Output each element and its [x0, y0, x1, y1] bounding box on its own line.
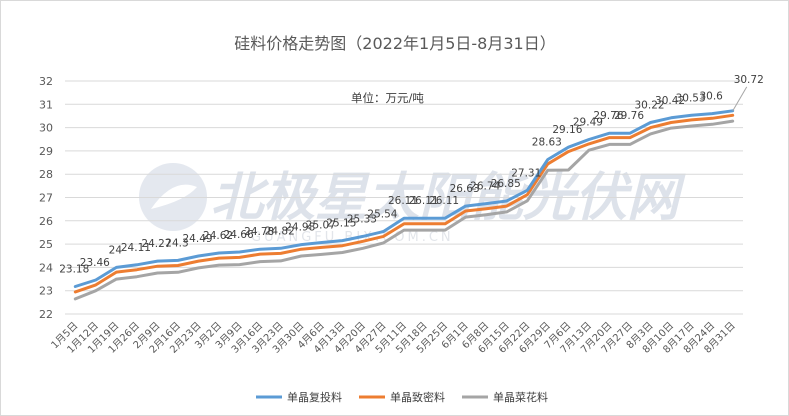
data-label: 23.46	[80, 257, 110, 269]
data-label: 26.11	[388, 195, 418, 207]
legend: 单晶复投料 单晶致密料 单晶菜花料	[256, 390, 548, 404]
y-tick-label: 25	[39, 238, 53, 251]
data-label: 29.16	[552, 124, 582, 136]
data-label: 24.62	[203, 230, 233, 242]
data-label: 24.98	[285, 222, 315, 234]
data-label: 30.6	[699, 91, 723, 103]
y-tick-label: 30	[39, 122, 53, 135]
data-label: 29.76	[593, 110, 623, 122]
data-label: 24.49	[183, 233, 213, 245]
watermark-logo-swoosh	[151, 184, 197, 209]
y-tick-label: 24	[39, 261, 53, 274]
series-lines	[73, 109, 735, 301]
data-label: 30.53	[676, 92, 706, 104]
series-line-单晶菜花料	[73, 119, 735, 301]
gridlines	[65, 80, 743, 315]
data-label: 28.63	[532, 137, 562, 149]
y-axis: 22 23 24 25 26 27 28 29 30 31 32	[39, 75, 53, 321]
unit-label: 单位：万元/吨	[351, 91, 424, 105]
y-tick-label: 27	[39, 192, 53, 205]
series-line-单晶复投料	[73, 109, 735, 288]
data-label: 30.42	[655, 95, 685, 107]
data-label: 26.11	[429, 195, 459, 207]
data-label: 26.11	[409, 195, 439, 207]
data-label: 26.63	[450, 183, 480, 195]
data-label: 26.85	[491, 178, 521, 190]
data-labels: 23.1823.462424.1124.2724.324.4924.6224.6…	[59, 74, 764, 276]
y-tick-label: 29	[39, 145, 53, 158]
data-label: 24.3	[165, 237, 188, 249]
label-leader-line	[732, 86, 748, 112]
data-label: 29.76	[614, 110, 644, 122]
y-tick-label: 32	[39, 75, 53, 88]
y-tick-label: 23	[39, 285, 53, 298]
data-label: 24.82	[265, 225, 295, 237]
y-tick-label: 28	[39, 168, 53, 181]
legend-label: 单晶复投料	[287, 390, 342, 404]
data-label: 25.15	[326, 218, 356, 230]
data-label: 25.07	[306, 219, 336, 231]
x-axis: 1月5日1月12日1月19日1月26日2月9日2月16日2月23日3月2日3月9…	[49, 320, 738, 356]
data-label: 24.27	[141, 238, 171, 250]
chart-title: 硅料价格走势图（2022年1月5日-8月31日）	[234, 34, 555, 53]
data-label: 24.66	[224, 229, 254, 241]
legend-label: 单晶致密料	[390, 390, 445, 404]
data-label: 25.54	[367, 209, 397, 221]
data-label: 24	[109, 244, 123, 256]
data-label: 23.18	[59, 264, 89, 276]
data-label: 27.31	[511, 167, 541, 179]
y-tick-label: 22	[39, 308, 53, 321]
legend-label: 单晶菜花料	[493, 390, 548, 404]
data-label: 25.33	[347, 213, 377, 225]
y-tick-label: 26	[39, 215, 53, 228]
series-line-单晶致密料	[73, 113, 735, 294]
data-label: 24.11	[121, 242, 151, 254]
data-label: 26.74	[470, 181, 500, 193]
data-label: 24.78	[244, 226, 274, 238]
data-label: 30.22	[635, 99, 665, 111]
data-label: 30.72	[734, 74, 764, 86]
data-label: 29.49	[573, 116, 603, 128]
y-tick-label: 31	[39, 98, 53, 111]
